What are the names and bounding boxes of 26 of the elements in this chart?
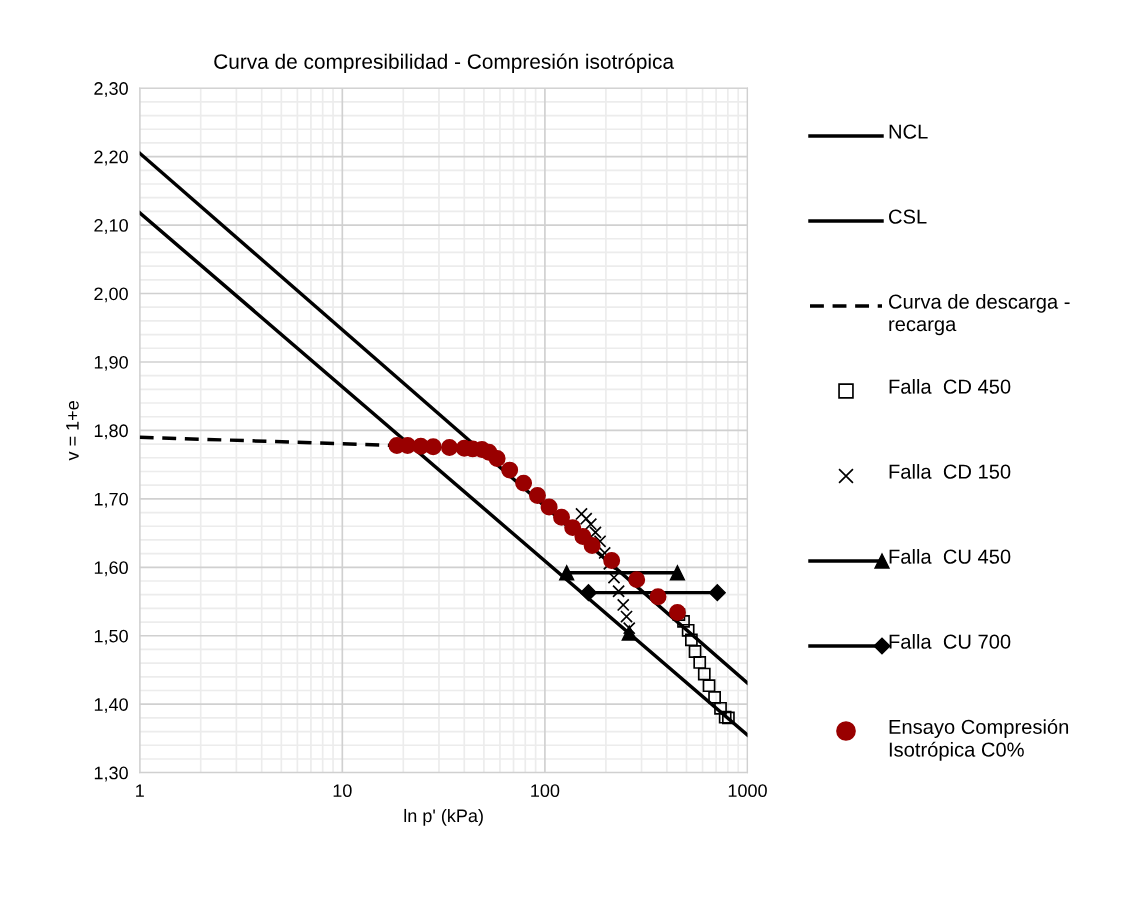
y-axis-title: v = 1+e (66, 401, 79, 461)
legend-label: Ensayo Compresión Isotrópica C0% (889, 719, 1069, 761)
y-tick-label: 2,10 (94, 219, 128, 234)
chart-title: Curva de compresibilidad - Compresión isotrópica (214, 53, 675, 74)
legend-label: CSL (889, 209, 927, 224)
x-axis-title: ln p' (kPa) (404, 808, 483, 826)
y-tick-label: 1,70 (94, 492, 128, 508)
legend-label: Falla CD 150 (889, 464, 1011, 479)
y-tick-label: 1,60 (94, 561, 128, 577)
legend-label: Falla CU 450 (889, 549, 1011, 564)
y-tick-label: 2,30 (94, 82, 128, 98)
y-tick-label: 1,50 (94, 629, 128, 645)
legend-label: NCL (889, 124, 928, 139)
y-tick-label: 1,40 (94, 698, 128, 714)
legend-label: Falla CU 700 (889, 634, 1011, 649)
legend-label: Curva de descarga - recarga (889, 294, 1070, 336)
y-tick-label: 2,00 (94, 287, 128, 303)
x-tick-label: 1 (136, 784, 144, 797)
x-tick-label: 100 (531, 784, 560, 798)
y-tick-label: 1,30 (94, 766, 128, 782)
y-tick-label: 2,20 (94, 150, 128, 166)
y-tick-label: 1,90 (94, 355, 128, 371)
x-tick-label: 10 (333, 784, 352, 798)
y-tick-label: 1,80 (94, 424, 128, 440)
x-tick-label: 1000 (728, 784, 767, 798)
legend-label: Falla CD 450 (889, 379, 1011, 394)
